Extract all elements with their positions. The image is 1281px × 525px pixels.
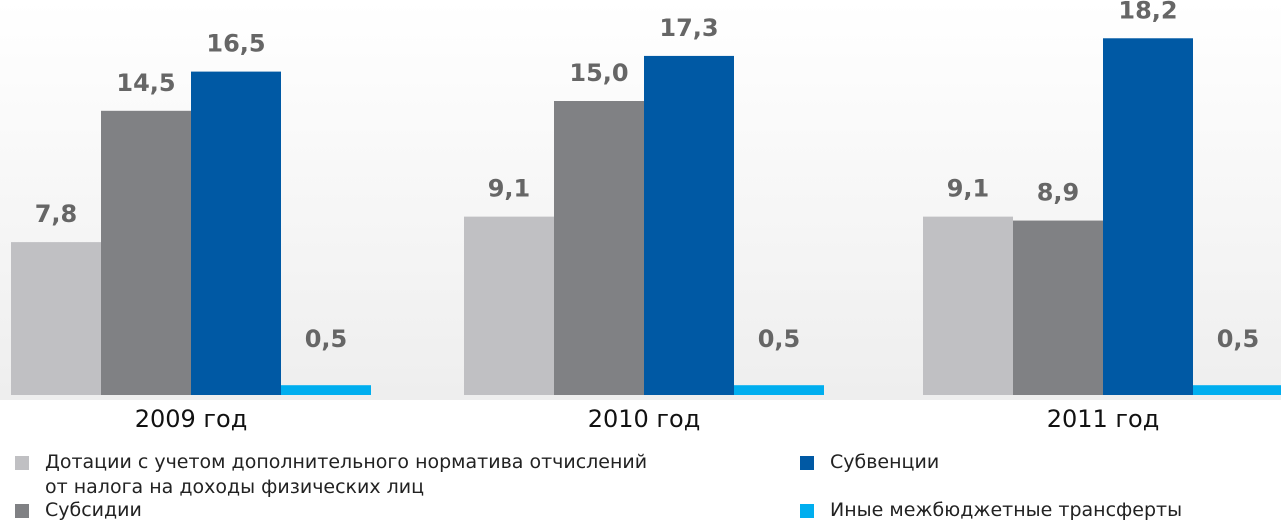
bar xyxy=(644,55,734,396)
bar xyxy=(281,385,371,395)
legend-swatch xyxy=(800,456,814,470)
legend-item: Субвенции xyxy=(800,450,1230,475)
x-tick-label: 2009 год xyxy=(135,405,248,433)
legend-item: Иные межбюджетные трансферты xyxy=(800,498,1230,523)
value-label: 15,0 xyxy=(569,59,628,87)
legend-label: Субсидии xyxy=(45,499,142,521)
bar xyxy=(1193,385,1281,395)
x-tick-label: 2011 год xyxy=(1047,405,1160,433)
x-tick-label: 2010 год xyxy=(588,405,701,433)
legend-label: Дотации с учетом дополнительного нормати… xyxy=(45,451,648,498)
value-label: 9,1 xyxy=(488,175,531,203)
value-label: 16,5 xyxy=(206,30,265,58)
value-label: 0,5 xyxy=(1217,325,1260,353)
bar xyxy=(101,110,191,396)
plot: 2009 год 7,8 14,5 16,5 0,5 2010 год 9,1 15,0 17,… xyxy=(0,0,1281,433)
bar xyxy=(464,216,554,395)
value-label: 17,3 xyxy=(659,14,718,42)
legend-item: Субсидии xyxy=(15,498,645,523)
bar xyxy=(191,71,281,395)
value-label: 7,8 xyxy=(35,200,78,228)
legend-item: Дотации с учетом дополнительного нормати… xyxy=(15,450,665,500)
bar xyxy=(1013,220,1103,395)
bar xyxy=(1103,38,1193,395)
bar xyxy=(554,101,644,395)
value-label: 14,5 xyxy=(116,69,175,97)
bar xyxy=(734,385,824,395)
legend-label: Иные межбюджетные трансферты xyxy=(830,499,1183,521)
legend-label: Субвенции xyxy=(830,451,940,473)
value-label: 8,9 xyxy=(1037,179,1080,207)
value-label: 18,2 xyxy=(1118,0,1177,24)
bar xyxy=(11,242,101,395)
legend-swatch xyxy=(800,504,814,518)
value-label: 9,1 xyxy=(947,175,990,203)
value-label: 0,5 xyxy=(305,325,348,353)
value-label: 0,5 xyxy=(758,325,801,353)
legend-swatch xyxy=(15,504,29,518)
legend-swatch xyxy=(15,456,29,470)
bar xyxy=(923,216,1013,395)
